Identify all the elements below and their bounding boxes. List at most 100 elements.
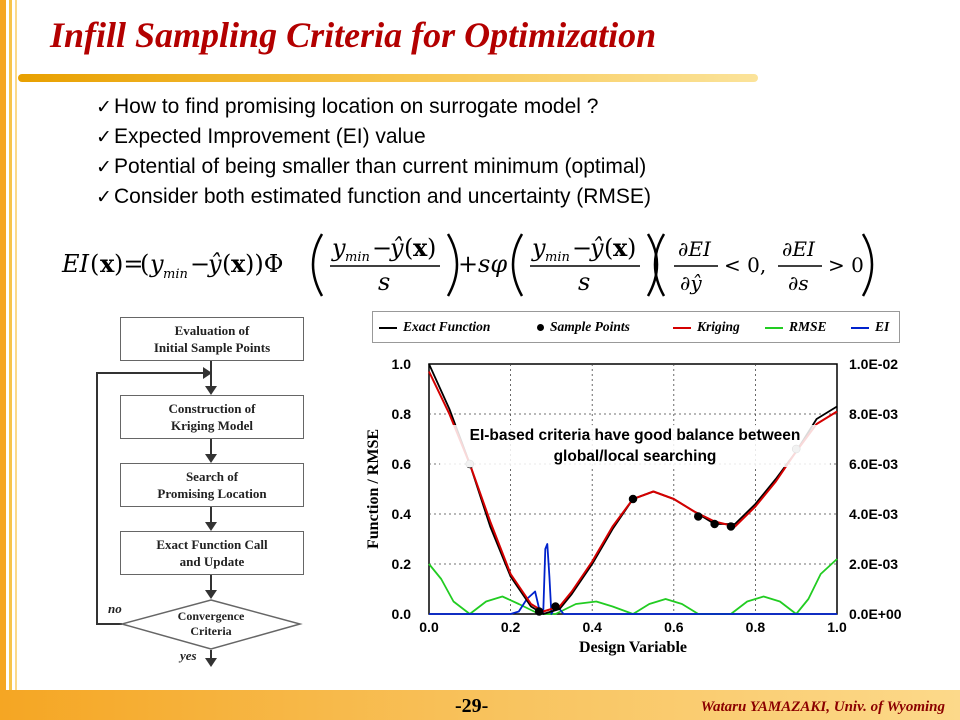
x-tick-label: 1.0: [827, 619, 847, 635]
svg-text:(: (: [404, 234, 413, 262]
svg-text:ŷ: ŷ: [207, 250, 222, 278]
flow-box-search: Search of Promising Location: [120, 463, 304, 507]
y2-tick-label: 2.0E-03: [849, 556, 898, 572]
y2-tick-label: 8.0E-03: [849, 406, 898, 422]
slide-title: Infill Sampling Criteria for Optimizatio…: [50, 15, 657, 55]
legend-dot: [537, 324, 544, 332]
svg-text:(: (: [140, 250, 149, 278]
plot-area: [428, 363, 838, 615]
series-line-kriging: [428, 371, 838, 613]
y-tick-label: 0.8: [392, 406, 412, 422]
svg-text:min: min: [345, 250, 370, 265]
left-accent-stripe-thin: [15, 0, 17, 690]
flow-box-convergence: Convergence Criteria: [177, 609, 245, 638]
series-line-ei: [429, 543, 837, 615]
sample-point: [534, 607, 544, 616]
series-line-rmse: [428, 558, 838, 615]
svg-text:y: y: [149, 250, 164, 278]
ei-formula: EI (x)= (y min −ŷ(x))Φ y min −ŷ(x) s + sφ y…: [61, 233, 874, 297]
svg-text:∂ŷ: ∂ŷ: [680, 271, 702, 295]
check-icon: ✓: [96, 127, 112, 148]
annotation-note: EI-based criteria have good balance betw…: [440, 425, 830, 467]
legend-kriging: Kriging: [673, 319, 740, 335]
chart-legend: Exact Function Sample Points Kriging RMS…: [372, 311, 900, 343]
flow-box-kriging: Construction of Kriging Model: [120, 395, 304, 439]
svg-text:∂EI: ∂EI: [678, 237, 712, 261]
y2-tick-label: 1.0E-02: [849, 356, 898, 372]
svg-text:))Φ: ))Φ: [245, 250, 283, 278]
svg-text:−: −: [572, 234, 592, 262]
svg-text:< 0,: < 0,: [724, 253, 766, 277]
check-icon: ✓: [96, 157, 112, 178]
svg-text:∂EI: ∂EI: [782, 237, 816, 261]
sample-point: [551, 602, 560, 611]
svg-text:s: s: [578, 268, 590, 296]
footer-bar: [0, 690, 960, 720]
svg-text:x: x: [613, 233, 628, 262]
legend-swatch: [379, 326, 397, 329]
y-tick-label: 0.6: [392, 456, 412, 472]
svg-text:): ): [427, 234, 436, 262]
y-axis-label: Function / RMSE: [365, 429, 382, 549]
svg-text:EI: EI: [61, 250, 90, 278]
bullet-item: ✓How to find promising location on surro…: [96, 92, 651, 122]
svg-text:(: (: [222, 250, 231, 278]
bullet-item: ✓Expected Improvement (EI) value: [96, 122, 651, 152]
x-tick-label: 0.0: [419, 619, 439, 635]
svg-text:)=: )=: [114, 250, 143, 278]
x-tick-label: 0.4: [582, 619, 602, 635]
title-underline: [18, 74, 758, 82]
sample-point: [694, 512, 703, 521]
legend-swatch: [851, 326, 869, 329]
sample-point: [726, 522, 736, 531]
sample-point: [710, 519, 719, 529]
author-credit: Wataru YAMAZAKI, Univ. of Wyoming: [700, 699, 945, 715]
svg-text:∂s: ∂s: [788, 271, 809, 295]
flow-box-exact-call: Exact Function Call and Update: [120, 531, 304, 575]
flowchart-connectors: [96, 359, 303, 667]
y2-tick-label: 4.0E-03: [849, 506, 898, 522]
bullet-item: ✓Consider both estimated function and un…: [96, 182, 651, 212]
legend-exact: Exact Function: [379, 319, 490, 335]
x-tick-label: 0.8: [746, 619, 766, 635]
sample-point: [628, 494, 638, 504]
legend-samples: Sample Points: [533, 319, 630, 335]
x-axis-label: Design Variable: [579, 639, 687, 656]
svg-text:ŷ: ŷ: [589, 234, 604, 262]
svg-text:−: −: [190, 250, 210, 278]
svg-text:min: min: [545, 250, 570, 265]
bullet-list: ✓How to find promising location on surro…: [96, 92, 651, 212]
x-tick-label: 0.6: [664, 619, 684, 635]
svg-text:x: x: [100, 249, 115, 278]
left-accent-bar: [0, 0, 6, 690]
legend-swatch: [673, 326, 691, 329]
y-tick-label: 0.4: [392, 506, 412, 522]
svg-text:y: y: [331, 234, 346, 262]
check-icon: ✓: [96, 97, 112, 118]
svg-text:ŷ: ŷ: [389, 234, 404, 262]
svg-text:> 0: > 0: [828, 253, 864, 277]
flow-no-label: no: [108, 601, 122, 616]
page-number: -29-: [455, 695, 489, 717]
svg-text:sφ: sφ: [478, 250, 507, 278]
svg-text:−: −: [372, 234, 392, 262]
check-icon: ✓: [96, 187, 112, 208]
flow-box-evaluation: Evaluation of Initial Sample Points: [120, 317, 304, 361]
svg-text:x: x: [413, 233, 428, 262]
y-tick-label: 0.2: [392, 556, 412, 572]
y2-tick-label: 0.0E+00: [849, 606, 902, 622]
y2-tick-label: 6.0E-03: [849, 456, 898, 472]
svg-text:min: min: [163, 267, 188, 282]
y-tick-label: 1.0: [392, 356, 412, 372]
svg-text:s: s: [378, 268, 390, 296]
svg-text:(: (: [90, 250, 99, 278]
convergence-diamond: [119, 599, 303, 650]
y-tick-label: 0.0: [392, 606, 412, 622]
svg-text:+: +: [458, 250, 478, 278]
legend-ei: EI: [851, 319, 889, 335]
x-tick-label: 0.2: [501, 619, 521, 635]
left-accent-stripe: [9, 0, 12, 690]
svg-text:(: (: [604, 234, 613, 262]
legend-rmse: RMSE: [765, 319, 827, 335]
svg-text:y: y: [531, 234, 546, 262]
